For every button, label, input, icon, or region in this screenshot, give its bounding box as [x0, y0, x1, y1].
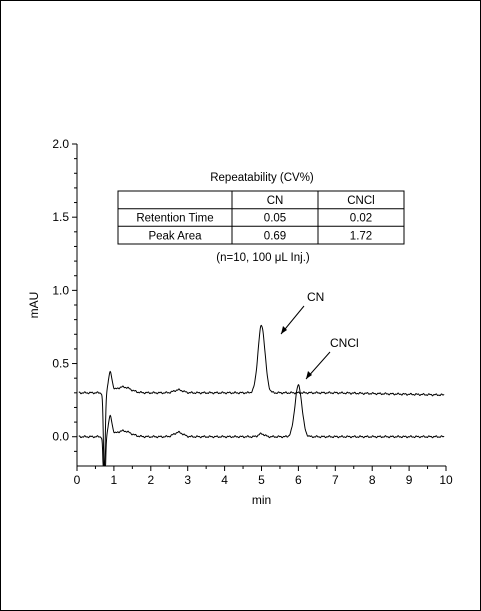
cn-arrowhead: [281, 326, 287, 334]
x-tick-label: 10: [439, 473, 453, 487]
table-header-cn: CN: [267, 195, 284, 207]
y-tick-label: 0.0: [52, 430, 69, 444]
axes: 0 1 2 3 4 5 6 7 8 9 10 2.0 1.5 1.0 0.5 0.0 min mAU: [27, 137, 453, 507]
annotations: CN CNCl: [280, 290, 359, 380]
inset-table: Repeatability (CV%) CN CNCl Retention Ti…: [117, 172, 405, 264]
table-row-label: Retention Time: [136, 213, 213, 225]
x-tick-label: 8: [369, 473, 376, 487]
y-tick-label: 1.5: [52, 210, 69, 224]
cncl-arrowhead: [306, 371, 312, 379]
y-tick-label: 1.0: [52, 283, 69, 297]
y-axis-label: mAU: [27, 292, 41, 319]
table-header-cncl: CNCl: [347, 195, 374, 207]
y-tick-label: 0.5: [52, 357, 69, 371]
x-tick-label: 6: [295, 473, 302, 487]
table-title: Repeatability (CV%): [210, 172, 314, 184]
x-tick-label: 5: [258, 473, 265, 487]
series-line-1: [78, 324, 445, 467]
series-line-2: [78, 384, 445, 467]
cncl-peak-label: CNCl: [330, 336, 359, 350]
table-cell: 0.69: [264, 231, 286, 243]
table-note: (n=10, 100 μL Inj.): [216, 252, 310, 264]
table-cell: 0.02: [350, 213, 372, 225]
table-cell: 1.72: [350, 231, 372, 243]
x-tick-label: 0: [74, 473, 81, 487]
traces: [78, 324, 445, 467]
x-axis-label: min: [252, 493, 271, 507]
x-tick-label: 1: [111, 473, 118, 487]
y-tick-label: 2.0: [52, 137, 69, 151]
cn-peak-label: CN: [307, 290, 324, 304]
x-tick-label: 9: [406, 473, 413, 487]
x-tick-label: 2: [147, 473, 154, 487]
x-tick-label: 3: [184, 473, 191, 487]
table-row-label: Peak Area: [148, 231, 202, 243]
x-tick-label: 4: [221, 473, 228, 487]
table-cell: 0.05: [264, 213, 286, 225]
x-tick-label: 7: [332, 473, 339, 487]
